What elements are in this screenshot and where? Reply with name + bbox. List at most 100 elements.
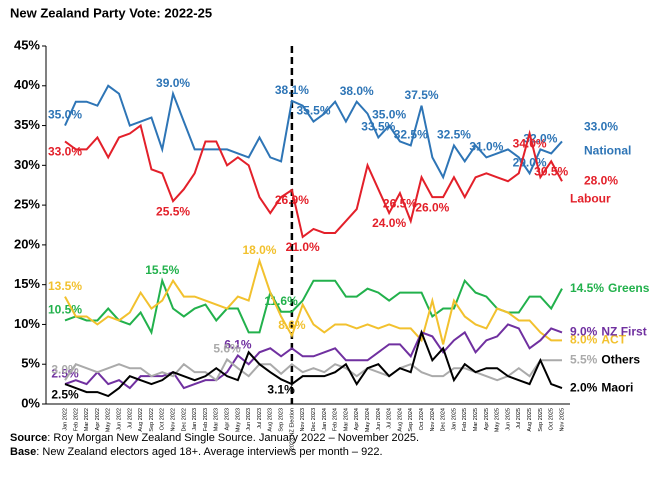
value-label: 13.5%	[48, 279, 82, 293]
x-tick-label: Oct 2025	[549, 408, 555, 430]
series-line	[64, 357, 562, 382]
value-label: 2.0%	[570, 380, 598, 394]
x-tick-label: Jun 2024	[376, 408, 382, 431]
x-tick-label: Nov 2025	[559, 408, 565, 432]
base-text: : New Zealand electors aged 18+. Average…	[36, 446, 382, 458]
value-label: 11.6%	[264, 294, 298, 308]
legend-label: ACT	[601, 333, 626, 347]
value-label: 33.0%	[584, 120, 618, 134]
y-tick-label: 20%	[14, 236, 40, 251]
y-tick-label: 0%	[21, 395, 40, 410]
x-tick-label: May 2023	[235, 408, 241, 432]
value-label: 34.0%	[513, 137, 547, 151]
x-tick-label: Oct 2024	[419, 408, 425, 430]
x-tick-label: Jun 2025	[505, 408, 511, 431]
value-label: 5.5%	[570, 352, 598, 366]
x-tick-label: Feb 2023	[203, 408, 209, 431]
value-label: 9.0%	[570, 325, 598, 339]
x-tick-label: Apr 2024	[354, 408, 360, 430]
value-label: 32.5%	[394, 128, 428, 142]
x-tick-label: Jul 2022	[127, 408, 133, 429]
value-label: 18.0%	[242, 243, 276, 257]
base: Base: New Zealand electors aged 18+. Ave…	[10, 446, 383, 458]
x-tick-label: May 2025	[495, 408, 501, 432]
value-label: 25.5%	[156, 204, 190, 218]
series-line	[64, 277, 563, 336]
y-tick-label: 35%	[14, 117, 40, 132]
x-tick-label: Sep 2024	[408, 408, 414, 432]
y-tick-label: 25%	[14, 197, 40, 212]
x-tick-label: Sep 2023	[279, 408, 285, 432]
value-label: 15.5%	[145, 263, 179, 277]
value-label: 38.1%	[275, 83, 309, 97]
x-tick-label: Nov 2022	[170, 408, 176, 432]
value-label: 35.0%	[372, 108, 406, 122]
y-tick-label: 15%	[14, 276, 40, 291]
value-label: 32.5%	[437, 128, 471, 142]
x-tick-label: Sep 2022	[149, 408, 155, 432]
x-tick-label: Jul 2023	[257, 408, 263, 429]
x-tick-label: Feb 2022	[73, 408, 79, 431]
x-tick-label: Nov 2023	[300, 408, 306, 432]
x-tick-label: May 2022	[106, 408, 112, 432]
source: Source: Roy Morgan New Zealand Single So…	[10, 432, 419, 444]
x-tick-label: Apr 2025	[484, 408, 490, 430]
value-label: 37.5%	[405, 88, 439, 102]
value-label: 26.5%	[383, 196, 417, 210]
series-line	[64, 84, 563, 180]
value-label: 31.0%	[469, 140, 503, 154]
series-line	[64, 123, 563, 239]
x-tick-label: Mar 2024	[343, 408, 349, 431]
value-label: 3.0%	[51, 362, 79, 376]
legend-label: Greens	[608, 281, 650, 295]
value-label: 39.0%	[156, 76, 190, 90]
legend-label: NZ First	[601, 325, 646, 339]
y-tick-label: 30%	[14, 157, 40, 172]
base-label: Base	[10, 446, 36, 458]
x-tick-label: Aug 2023	[268, 408, 274, 432]
y-tick-label: 5%	[21, 356, 40, 371]
x-tick-label: Jul 2025	[516, 408, 522, 429]
source-text: : Roy Morgan New Zealand Single Source. …	[47, 432, 419, 444]
value-label: 26.9%	[275, 193, 309, 207]
x-tick-label: Jan 2023	[192, 408, 198, 431]
x-tick-label: 2023 NZ Election	[289, 408, 295, 450]
value-label: 8.0%	[570, 333, 598, 347]
legend-label: Others	[601, 352, 640, 366]
y-tick-label: 45%	[14, 37, 40, 52]
value-label: 33.5%	[361, 120, 395, 134]
value-label: 35.0%	[48, 108, 82, 122]
x-tick-label: Jul 2024	[387, 408, 393, 429]
value-label: 33.0%	[48, 145, 82, 159]
x-tick-label: Jun 2023	[246, 408, 252, 431]
legend-label: National	[584, 144, 631, 158]
x-tick-label: Jan 2024	[322, 408, 328, 431]
value-label: 3.1%	[267, 383, 295, 397]
series-line	[64, 323, 563, 390]
value-label: 35.5%	[296, 104, 330, 118]
x-tick-label: Mar 2025	[473, 408, 479, 431]
value-label: 10.5%	[48, 303, 82, 317]
value-label: 14.5%	[570, 281, 604, 295]
value-label: 21.0%	[286, 240, 320, 254]
x-tick-label: May 2024	[365, 408, 371, 432]
y-tick-label: 40%	[14, 77, 40, 92]
chart-title: New Zealand Party Vote: 2022-25	[10, 5, 212, 20]
x-tick-label: Jun 2022	[116, 408, 122, 431]
x-tick-label: Aug 2025	[527, 408, 533, 432]
source-label: Source	[10, 432, 47, 444]
value-label: 5.6%	[213, 342, 241, 356]
x-tick-label: Feb 2025	[462, 408, 468, 431]
x-tick-label: Mar 2023	[214, 408, 220, 431]
legend-label: Maori	[601, 380, 633, 394]
x-tick-label: Mar 2022	[84, 408, 90, 431]
series-line	[64, 329, 563, 398]
value-label: 38.0%	[340, 84, 374, 98]
value-label: 26.0%	[415, 200, 449, 214]
x-tick-label: Dec 2024	[441, 408, 447, 432]
x-tick-label: Dec 2022	[181, 408, 187, 432]
series-line	[64, 257, 562, 345]
x-tick-label: Apr 2023	[225, 408, 231, 430]
value-label: 28.0%	[584, 173, 618, 187]
